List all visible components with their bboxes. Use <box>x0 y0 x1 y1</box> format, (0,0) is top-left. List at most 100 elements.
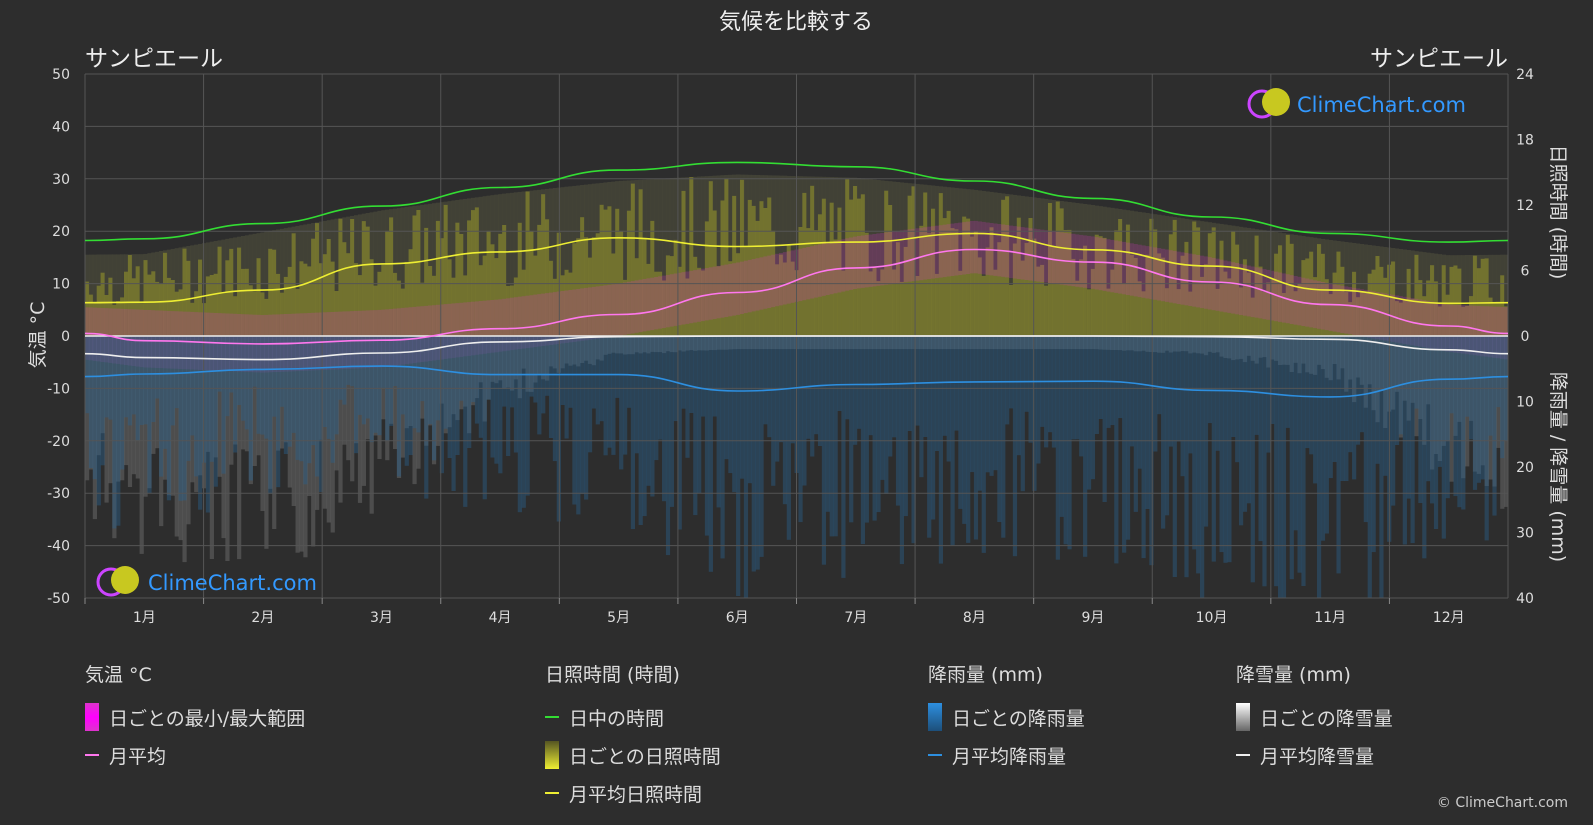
rain-bar <box>295 336 300 460</box>
sunshine-bar <box>1176 289 1181 336</box>
temp-range-bar <box>135 309 140 367</box>
snow-bar <box>899 336 905 350</box>
snow-bar <box>416 336 421 469</box>
temp-range-bar <box>467 302 472 356</box>
sunshine-bar <box>194 291 199 336</box>
rain-bar <box>1090 336 1096 480</box>
rain-bar <box>1122 336 1127 553</box>
sunshine-bar <box>1149 218 1154 336</box>
sunshine-bar-bg <box>1215 223 1220 336</box>
y-left-tick-label: 10 <box>52 277 70 293</box>
sunshine-bar <box>1200 276 1205 336</box>
rain-bar <box>443 336 448 429</box>
snow-bar <box>884 336 889 350</box>
rain-bar <box>1379 336 1384 598</box>
sunshine-bar-bg <box>1122 209 1127 336</box>
sunshine-bar <box>428 266 433 336</box>
snow-bar <box>915 336 920 350</box>
sunshine-bar <box>170 280 175 336</box>
sunshine-bar <box>1036 266 1041 336</box>
temp-range-bar <box>287 313 292 372</box>
snow-bar <box>287 336 292 488</box>
rain-bar <box>272 336 277 417</box>
temp-range-bar <box>170 311 175 369</box>
snow-bar <box>1246 336 1251 356</box>
temp-range-bar <box>1348 287 1353 335</box>
rain-bar <box>1426 336 1431 482</box>
temp-range-bar <box>810 246 815 299</box>
y-left-tick-label: -40 <box>47 539 70 555</box>
temp-range-bar <box>962 222 967 275</box>
sunshine-bar <box>907 195 912 336</box>
rain-bar <box>1410 336 1415 544</box>
sunshine-bar <box>977 257 982 336</box>
snow-bar <box>712 336 717 351</box>
logo-sun-icon <box>1262 88 1290 116</box>
sunshine-bar <box>439 238 444 336</box>
sunshine-bar-bg <box>1141 212 1146 336</box>
rain-bar <box>509 336 515 408</box>
rain-bar <box>240 336 246 421</box>
sunshine-bar-bg <box>728 174 733 336</box>
rain-bar <box>700 336 706 417</box>
temp-range-bar <box>420 306 425 362</box>
snow-bar <box>1149 336 1154 352</box>
snow-bar <box>131 336 136 475</box>
sunshine-bar <box>915 276 920 336</box>
snow-bar <box>404 336 409 429</box>
temp-range-bar <box>1129 243 1135 296</box>
temp-range-bar <box>868 234 873 287</box>
snow-bar <box>903 336 908 350</box>
rain-bar <box>155 336 160 399</box>
sunshine-bar <box>669 256 674 336</box>
temp-range-bar <box>716 265 721 319</box>
rain-bar <box>498 336 503 474</box>
sunshine-bar <box>1313 277 1318 336</box>
legend-temp-range-label: 日ごとの最小/最大範囲 <box>109 707 306 730</box>
snow-bar <box>455 336 460 421</box>
sunshine-bar <box>205 276 211 336</box>
rain-bar <box>1079 336 1084 457</box>
temp-range-bar <box>182 311 187 370</box>
snow-bar <box>381 336 386 420</box>
sunshine-bar <box>147 274 152 336</box>
rain-bar <box>954 336 959 431</box>
snow-bar <box>283 336 289 443</box>
temp-range-bar <box>1110 239 1115 293</box>
temp-range-bar <box>412 306 417 364</box>
snow-bar <box>361 336 366 486</box>
temp-range-bar <box>1352 287 1357 335</box>
logo-top[interactable]: ClimeChart.com <box>1247 88 1466 119</box>
temp-range-bar <box>969 221 975 274</box>
snow-bar <box>716 336 721 350</box>
rain-bar <box>985 336 990 473</box>
snow-bar <box>576 336 581 367</box>
rain-bar <box>712 336 717 417</box>
rain-bar <box>923 336 928 437</box>
rain-bar <box>599 336 604 422</box>
snow-bar <box>658 336 663 353</box>
sunshine-bar <box>1391 261 1396 336</box>
rain-bar <box>693 336 698 516</box>
rain-bar <box>139 336 144 425</box>
sunshine-bar-bg <box>1328 240 1333 336</box>
sunshine-bar-bg <box>400 207 405 336</box>
sunshine-bar <box>229 248 234 336</box>
sunshine-bar-bg <box>634 180 639 336</box>
sunshine-bar <box>283 276 289 336</box>
rain-bar <box>841 336 846 578</box>
sunshine-bar <box>420 282 425 336</box>
rain-bar <box>350 336 355 387</box>
sunshine-bar <box>92 303 97 336</box>
rain-bar <box>1274 336 1279 587</box>
temp-range-bar <box>642 279 647 332</box>
sunshine-bar <box>942 218 947 336</box>
temp-range-bar <box>1122 241 1127 295</box>
logo-bottom[interactable]: ClimeChart.com <box>96 566 317 597</box>
rain-bar <box>1215 336 1220 451</box>
rain-bar <box>860 336 866 545</box>
rain-bar <box>517 336 522 513</box>
temp-range-bar <box>463 302 468 357</box>
snow-bar <box>225 336 230 561</box>
rain-bar <box>1340 336 1345 481</box>
